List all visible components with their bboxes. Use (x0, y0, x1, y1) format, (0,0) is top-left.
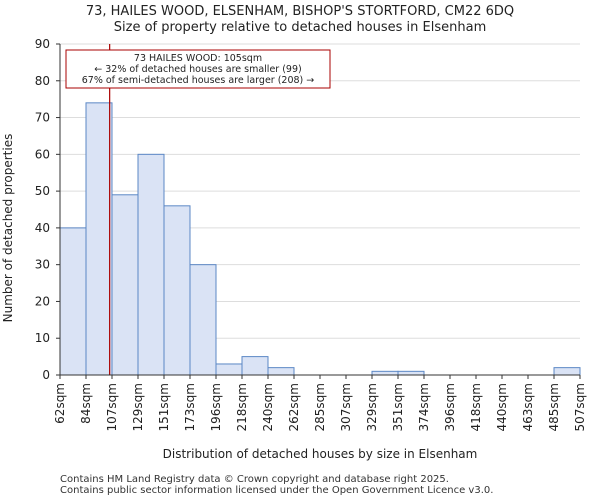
annotation-line-1: 73 HAILES WOOD: 105sqm (134, 53, 262, 64)
annotation-box: 73 HAILES WOOD: 105sqm← 32% of detached … (65, 49, 331, 89)
footer-line1: Contains HM Land Registry data © Crown c… (60, 474, 449, 485)
x-tick-label: 196sqm (209, 383, 223, 431)
y-axis-label: Number of detached properties (1, 134, 15, 323)
annotation-line-3: 67% of semi-detached houses are larger (… (82, 75, 315, 86)
x-tick-label: 107sqm (105, 383, 119, 431)
y-tick-label: 80 (35, 74, 50, 88)
x-tick-label: 84sqm (79, 383, 93, 424)
bar-173sqm (189, 264, 217, 376)
y-tick-label: 10 (35, 331, 50, 345)
bar-107sqm (111, 194, 139, 376)
y-tick-label: 70 (35, 111, 50, 125)
x-tick-label: 351sqm (391, 383, 405, 431)
x-tick-label: 418sqm (469, 383, 483, 431)
bar-62sqm (59, 227, 87, 376)
axes: 0 10 20 30 40 50 60 70 80 90 62sqm 84sqm 107sqm 129sq… (35, 37, 587, 431)
chart-title-line1: 73, HAILES WOOD, ELSENHAM, BISHOP'S STOR… (85, 4, 515, 19)
bar-329sqm (371, 370, 399, 376)
x-tick-label: 129sqm (131, 383, 145, 431)
bar-485sqm (553, 367, 581, 376)
x-tick-label: 240sqm (261, 383, 275, 431)
x-tick-label: 440sqm (495, 383, 509, 431)
bar-351sqm (397, 370, 425, 376)
x-axis-label: Distribution of detached houses by size … (163, 447, 478, 461)
x-tick-label: 507sqm (573, 383, 587, 431)
y-tick-label: 30 (35, 258, 50, 272)
x-tick-label: 396sqm (443, 383, 457, 431)
y-tick-label: 90 (35, 37, 50, 51)
x-tick-label: 463sqm (521, 383, 535, 431)
x-tick-label: 262sqm (287, 383, 301, 431)
bar-151sqm (163, 205, 191, 376)
x-tick-label: 485sqm (547, 383, 561, 431)
x-tick-label: 173sqm (183, 383, 197, 431)
annotation-border (65, 49, 331, 89)
x-tick-label: 307sqm (339, 383, 353, 431)
annotation-line-2: ← 32% of detached houses are smaller (99… (94, 64, 301, 75)
x-tick-label: 218sqm (235, 383, 249, 431)
x-tick-label: 329sqm (365, 383, 379, 431)
bar-218sqm (241, 356, 269, 376)
chart-title-line2: Size of property relative to detached ho… (113, 20, 487, 35)
bar-196sqm (215, 363, 243, 376)
y-tick-label: 0 (42, 368, 50, 382)
bars (59, 102, 581, 376)
bar-129sqm (137, 153, 165, 376)
bar-240sqm (267, 367, 295, 376)
x-tick-label: 285sqm (313, 383, 327, 431)
y-tick-label: 60 (35, 147, 50, 161)
y-tick-label: 50 (35, 184, 50, 198)
x-tick-label: 151sqm (157, 383, 171, 431)
x-tick-label: 62sqm (53, 383, 67, 424)
x-tick-label: 374sqm (417, 383, 431, 431)
y-tick-label: 20 (35, 294, 50, 308)
bar-84sqm (85, 102, 113, 376)
footer-line2: Contains public sector information licen… (60, 485, 494, 496)
y-tick-label: 40 (35, 221, 50, 235)
